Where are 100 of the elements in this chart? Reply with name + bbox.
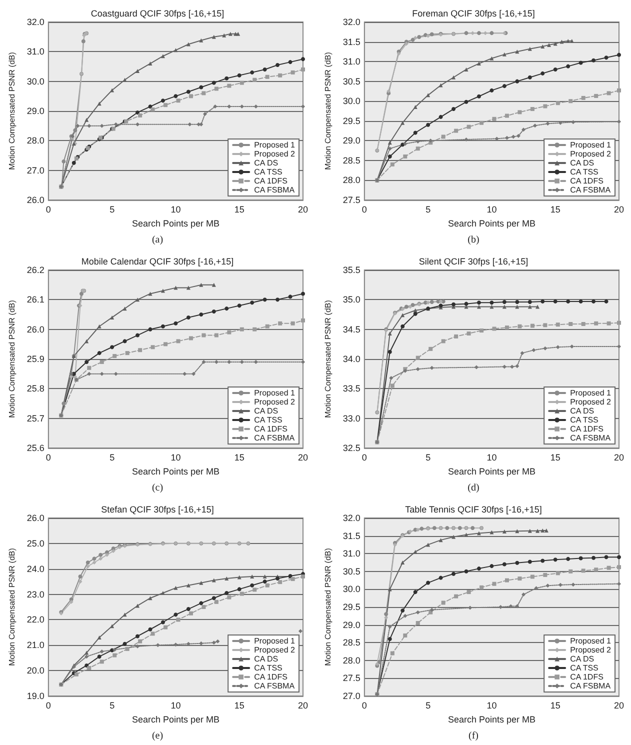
legend-label: CA DS (570, 158, 594, 168)
y-tick-label: 26.2 (26, 265, 44, 275)
x-tick-label: 15 (234, 204, 244, 214)
legend-label: Proposed 2 (254, 398, 296, 406)
x-axis-title: Search Points per MB (132, 714, 220, 724)
x-axis-title: Search Points per MB (448, 466, 536, 476)
y-tick-label: 30.5 (342, 566, 360, 576)
y-tick-label: 35.5 (342, 265, 360, 275)
legend-label: CA FSBMA (570, 434, 612, 442)
legend-label: CA TSS (570, 416, 598, 424)
x-tick-label: 15 (234, 700, 244, 710)
y-tick-label: 25.7 (26, 413, 44, 424)
legend-label: Proposed 1 (254, 140, 296, 150)
x-tick-label: 5 (110, 452, 115, 462)
y-tick-label: 27.0 (342, 691, 360, 701)
y-tick-label: 28.0 (342, 655, 360, 666)
y-tick-label: 28.5 (342, 638, 360, 648)
x-tick-label: 20 (298, 700, 308, 710)
legend-label: Proposed 1 (570, 140, 612, 150)
legend-label: CA FSBMA (570, 186, 612, 194)
y-tick-label: 27.5 (342, 195, 360, 205)
y-tick-label: 29.0 (342, 136, 360, 146)
x-tick-label: 20 (614, 700, 624, 710)
chart-title: Silent QCIF 30fps [-16,+15] (418, 256, 528, 266)
y-tick-label: 32.0 (342, 513, 360, 523)
chart-title: Foreman QCIF 30fps [-16,+15] (412, 8, 535, 18)
x-tick-label: 0 (46, 700, 51, 710)
y-tick-label: 30.0 (26, 76, 44, 86)
x-tick-label: 20 (614, 452, 624, 462)
x-tick-label: 20 (614, 204, 624, 214)
text: (d) (468, 482, 480, 494)
x-tick-label: 0 (362, 700, 367, 710)
x-tick-label: 10 (486, 452, 497, 462)
x-axis-title: Search Points per MB (132, 218, 220, 228)
legend-label: CA 1DFS (254, 672, 288, 682)
legend-label: Proposed 1 (254, 388, 296, 398)
y-tick-label: 32.5 (342, 443, 360, 453)
y-tick-label: 31.0 (26, 46, 44, 57)
y-tick-label: 28.5 (342, 155, 360, 166)
y-tick-label: 29.5 (342, 116, 360, 126)
text: (e) (152, 730, 164, 742)
y-axis-title: Motion Compensated PSNR (dB) (8, 548, 16, 666)
x-tick-label: 20 (298, 204, 308, 214)
y-tick-label: 26.0 (26, 324, 44, 334)
y-tick-label: 29.5 (342, 602, 360, 612)
y-tick-label: 27.0 (26, 165, 44, 176)
y-tick-label: 29.0 (342, 620, 360, 630)
x-tick-label: 0 (46, 452, 51, 462)
legend-label: CA 1DFS (570, 672, 604, 682)
legend-label: Proposed 2 (570, 646, 612, 654)
y-tick-label: 28.0 (26, 136, 44, 146)
text: (a) (152, 234, 164, 246)
y-tick-label: 32.0 (342, 17, 360, 27)
legend-label: CA TSS (254, 168, 282, 176)
legend-label: CA DS (254, 406, 278, 416)
x-tick-label: 10 (170, 700, 181, 710)
x-tick-label: 10 (170, 204, 181, 214)
y-tick-label: 25.9 (26, 354, 44, 364)
legend-label: CA FSBMA (570, 682, 612, 690)
legend-label: CA DS (570, 654, 594, 664)
x-tick-label: 5 (426, 452, 431, 462)
y-tick-label: 20.0 (26, 666, 44, 676)
y-axis-title: Motion Compensated PSNR (dB) (324, 52, 332, 170)
legend-label: CA 1DFS (254, 424, 288, 434)
y-tick-label: 24.0 (26, 564, 44, 574)
y-tick-label: 29.0 (26, 106, 44, 116)
y-tick-label: 31.5 (342, 36, 360, 47)
y-tick-label: 34.0 (342, 354, 360, 364)
chart-title: Mobile Calendar QCIF 30fps [-16,+15] (81, 256, 234, 266)
y-tick-label: 30.0 (342, 584, 360, 594)
y-tick-label: 33.0 (342, 413, 360, 424)
legend-label: CA FSBMA (254, 186, 296, 194)
legend-label: CA TSS (570, 168, 598, 176)
legend-label: Proposed 2 (570, 398, 612, 406)
x-axis-title: Search Points per MB (448, 714, 536, 724)
y-tick-label: 27.5 (342, 673, 360, 684)
y-tick-label: 33.5 (342, 384, 360, 394)
legend-label: CA FSBMA (254, 682, 296, 690)
x-tick-label: 15 (234, 452, 244, 462)
y-axis-title: Motion Compensated PSNR (dB) (8, 52, 16, 170)
legend-label: CA DS (254, 158, 278, 168)
y-tick-label: 35.0 (342, 294, 360, 305)
legend-label: Proposed 2 (254, 646, 296, 654)
x-tick-label: 5 (426, 700, 431, 710)
y-tick-label: 31.0 (342, 56, 360, 67)
x-tick-label: 5 (110, 700, 115, 710)
chart-title: Table Tennis QCIF 30fps [-16,+15] (405, 504, 542, 514)
x-tick-label: 10 (486, 700, 497, 710)
y-tick-label: 25.8 (26, 384, 44, 394)
y-tick-label: 25.6 (26, 443, 44, 453)
y-axis-title: Motion Compensated PSNR (dB) (324, 548, 332, 666)
legend-label: Proposed 2 (570, 150, 612, 158)
y-tick-label: 34.5 (342, 324, 360, 334)
y-tick-label: 22.0 (26, 614, 44, 625)
legend-label: Proposed 1 (570, 636, 612, 646)
y-tick-label: 23.0 (26, 589, 44, 600)
y-tick-label: 31.0 (342, 548, 360, 559)
text: (b) (468, 234, 480, 246)
y-axis-title: Motion Compensated PSNR (dB) (324, 300, 332, 418)
legend-label: CA TSS (254, 664, 282, 672)
